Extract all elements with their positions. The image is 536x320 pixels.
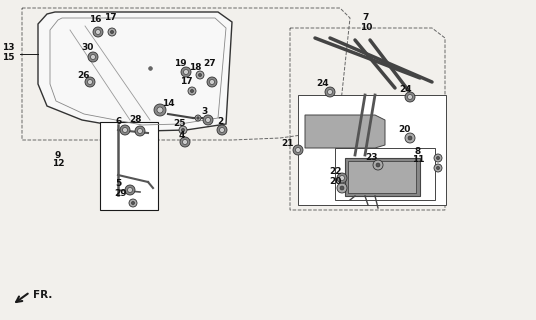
Circle shape bbox=[339, 175, 345, 180]
Circle shape bbox=[434, 164, 442, 172]
Text: 8: 8 bbox=[415, 148, 421, 156]
Circle shape bbox=[405, 92, 415, 102]
Circle shape bbox=[195, 115, 201, 121]
Text: 7: 7 bbox=[363, 13, 369, 22]
Text: 15: 15 bbox=[2, 52, 14, 61]
Text: 20: 20 bbox=[329, 178, 341, 187]
Polygon shape bbox=[305, 115, 385, 148]
Circle shape bbox=[337, 183, 347, 193]
Text: 22: 22 bbox=[330, 167, 343, 177]
Circle shape bbox=[154, 104, 166, 116]
Text: 24: 24 bbox=[317, 79, 329, 89]
Circle shape bbox=[198, 73, 202, 76]
Text: 30: 30 bbox=[82, 44, 94, 52]
Circle shape bbox=[405, 133, 415, 143]
Circle shape bbox=[436, 156, 440, 160]
Circle shape bbox=[207, 77, 217, 87]
Circle shape bbox=[85, 77, 95, 87]
Bar bbox=[345, 158, 420, 196]
Circle shape bbox=[88, 52, 98, 62]
Circle shape bbox=[325, 87, 335, 97]
Circle shape bbox=[337, 173, 347, 183]
Text: 19: 19 bbox=[174, 60, 187, 68]
Text: 23: 23 bbox=[366, 154, 378, 163]
Text: 13: 13 bbox=[2, 44, 14, 52]
FancyBboxPatch shape bbox=[298, 95, 446, 205]
Circle shape bbox=[188, 87, 196, 95]
Circle shape bbox=[129, 199, 137, 207]
Text: 27: 27 bbox=[204, 59, 217, 68]
Circle shape bbox=[436, 166, 440, 170]
Text: 25: 25 bbox=[174, 118, 186, 127]
Circle shape bbox=[87, 79, 93, 84]
Circle shape bbox=[203, 115, 213, 125]
Circle shape bbox=[182, 140, 188, 145]
Text: 10: 10 bbox=[360, 22, 372, 31]
Circle shape bbox=[407, 94, 413, 100]
Circle shape bbox=[408, 136, 412, 140]
Circle shape bbox=[128, 188, 132, 193]
Circle shape bbox=[340, 186, 344, 190]
Text: 11: 11 bbox=[412, 156, 425, 164]
Circle shape bbox=[93, 27, 103, 37]
Circle shape bbox=[180, 137, 190, 147]
Circle shape bbox=[135, 126, 145, 136]
Circle shape bbox=[108, 28, 116, 36]
Circle shape bbox=[95, 29, 101, 35]
Text: 3: 3 bbox=[202, 107, 208, 116]
Circle shape bbox=[190, 89, 193, 92]
Text: 16: 16 bbox=[89, 15, 101, 25]
Circle shape bbox=[434, 154, 442, 162]
Text: 21: 21 bbox=[282, 139, 294, 148]
Text: 18: 18 bbox=[189, 62, 201, 71]
Circle shape bbox=[295, 148, 301, 153]
Circle shape bbox=[91, 54, 95, 60]
Text: 12: 12 bbox=[52, 158, 64, 167]
Text: 6: 6 bbox=[116, 117, 122, 126]
Circle shape bbox=[197, 117, 199, 119]
Bar bbox=[100, 122, 158, 210]
FancyBboxPatch shape bbox=[335, 148, 435, 200]
Circle shape bbox=[205, 117, 211, 123]
Circle shape bbox=[327, 90, 332, 94]
Circle shape bbox=[376, 163, 380, 167]
Circle shape bbox=[217, 125, 227, 135]
Circle shape bbox=[181, 128, 184, 132]
Text: 14: 14 bbox=[162, 100, 174, 108]
Text: FR.: FR. bbox=[33, 290, 53, 300]
Circle shape bbox=[131, 201, 135, 204]
Text: 29: 29 bbox=[115, 188, 128, 197]
Circle shape bbox=[157, 107, 163, 113]
Text: 9: 9 bbox=[55, 150, 61, 159]
Circle shape bbox=[179, 126, 187, 134]
Circle shape bbox=[120, 125, 130, 135]
Circle shape bbox=[110, 30, 114, 34]
Text: 20: 20 bbox=[398, 125, 410, 134]
Circle shape bbox=[125, 185, 135, 195]
Circle shape bbox=[123, 127, 128, 132]
Text: 26: 26 bbox=[78, 71, 90, 81]
Text: 24: 24 bbox=[400, 84, 412, 93]
Text: 28: 28 bbox=[129, 116, 142, 124]
Text: 5: 5 bbox=[115, 179, 121, 188]
Circle shape bbox=[293, 145, 303, 155]
Circle shape bbox=[220, 127, 225, 132]
Text: 17: 17 bbox=[103, 13, 116, 22]
Bar bbox=[348, 161, 416, 193]
Circle shape bbox=[183, 69, 189, 75]
Circle shape bbox=[210, 79, 214, 84]
Text: 4: 4 bbox=[179, 131, 185, 140]
Text: 17: 17 bbox=[180, 76, 192, 85]
Circle shape bbox=[373, 160, 383, 170]
Circle shape bbox=[181, 67, 191, 77]
Circle shape bbox=[196, 71, 204, 79]
Circle shape bbox=[138, 129, 143, 133]
Polygon shape bbox=[38, 12, 232, 131]
Text: 2: 2 bbox=[217, 117, 223, 126]
